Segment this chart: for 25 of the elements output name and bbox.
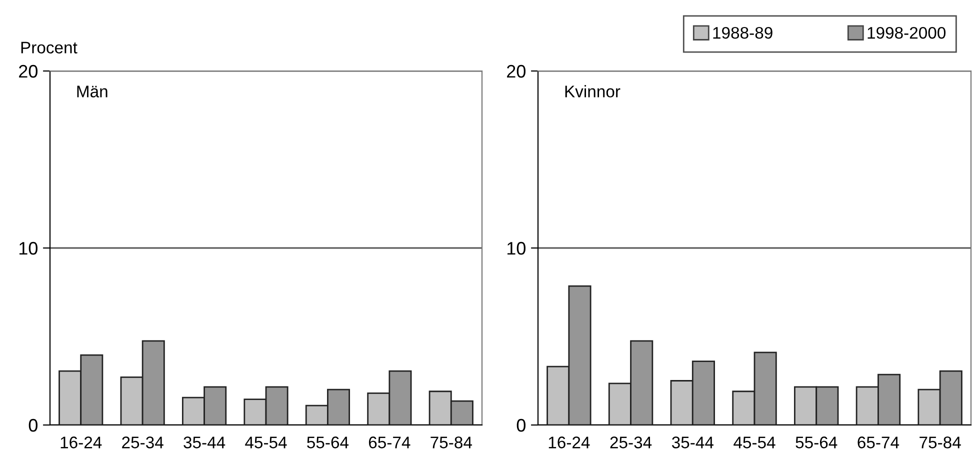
x-tick-label: 25-34 (122, 436, 164, 448)
x-tick-label: 65-74 (858, 436, 900, 448)
y-tick-label: 20 (507, 64, 526, 78)
y-axis-title: Procent (21, 42, 78, 54)
annotation: Män (77, 86, 108, 98)
y-tick-label: 0 (28, 418, 38, 432)
y-tick-label: 20 (19, 64, 38, 78)
x-tick-label: 25-34 (610, 436, 652, 448)
x-tick-label: 65-74 (368, 436, 410, 448)
x-tick-label: 35-44 (672, 436, 714, 448)
x-tick-label: 55-64 (796, 436, 838, 448)
x-tick-label: 55-64 (307, 436, 349, 448)
x-tick-label: 35-44 (184, 436, 226, 448)
y-tick-label: 10 (507, 242, 526, 255)
legend-label: 1988-89 (713, 26, 772, 39)
y-tick-label: 0 (516, 418, 526, 432)
legend-label: 1998-2000 (868, 26, 946, 39)
x-tick-label: 16-24 (548, 436, 590, 448)
x-tick-label: 45-54 (734, 436, 776, 448)
x-tick-label: 75-84 (430, 436, 472, 448)
annotation: Kvinnor (565, 85, 620, 98)
x-tick-label: 16-24 (60, 436, 102, 448)
x-tick-label: 75-84 (920, 436, 961, 448)
y-tick-label: 10 (19, 242, 38, 255)
x-tick-label: 45-54 (245, 436, 287, 448)
